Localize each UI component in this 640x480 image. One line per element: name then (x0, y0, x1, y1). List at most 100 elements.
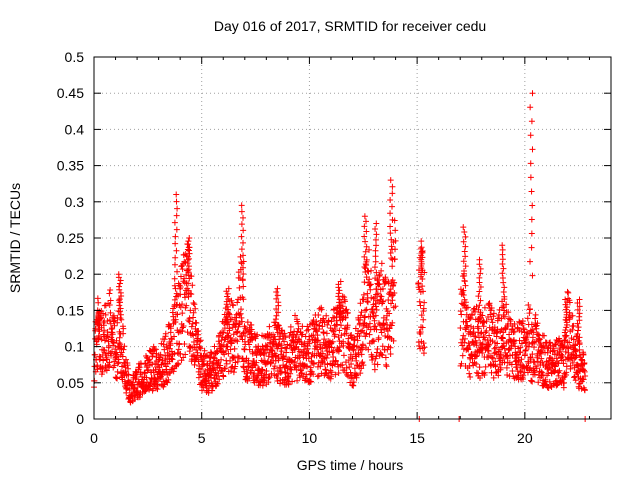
data-point (515, 357, 522, 364)
data-point (528, 188, 535, 195)
data-point (337, 362, 344, 369)
data-point (314, 332, 321, 339)
data-point (108, 326, 115, 333)
data-point (280, 353, 287, 360)
data-point (332, 371, 339, 378)
data-point (171, 296, 178, 303)
data-point (360, 362, 367, 369)
data-point (152, 346, 159, 353)
data-point (492, 344, 499, 351)
data-point (173, 226, 180, 233)
data-point (534, 358, 541, 365)
data-point (417, 245, 424, 252)
data-point (167, 325, 174, 332)
data-point (143, 374, 150, 381)
data-point (190, 314, 197, 321)
data-point (389, 319, 396, 326)
data-point (177, 283, 184, 290)
data-point (389, 263, 396, 270)
data-point (572, 348, 579, 355)
data-point (304, 363, 311, 370)
data-point (529, 378, 536, 385)
data-point (308, 353, 315, 360)
data-point (238, 233, 245, 240)
data-point (461, 339, 468, 346)
data-point (329, 327, 336, 334)
data-point (315, 337, 322, 344)
data-point (374, 345, 381, 352)
data-point (226, 327, 233, 334)
data-point (520, 372, 527, 379)
y-tick-label: 0.35 (57, 158, 84, 174)
data-point (181, 258, 188, 265)
data-point (190, 332, 197, 339)
data-point (389, 277, 396, 284)
data-point (370, 309, 377, 316)
data-point (336, 327, 343, 334)
data-point (146, 356, 153, 363)
data-point (236, 311, 243, 318)
data-point (254, 331, 261, 338)
data-point (576, 334, 583, 341)
data-point (310, 371, 317, 378)
data-point (238, 318, 245, 325)
data-point (416, 286, 423, 293)
data-point (106, 301, 113, 308)
data-point (201, 347, 208, 354)
data-point (221, 351, 228, 358)
data-point (546, 339, 553, 346)
data-point (357, 312, 364, 319)
data-point (261, 350, 268, 357)
data-point (181, 341, 188, 348)
data-point (511, 320, 518, 327)
data-point (284, 365, 291, 372)
data-point (570, 336, 577, 343)
data-point (203, 353, 210, 360)
data-point (236, 354, 243, 361)
data-point (189, 282, 196, 289)
data-point (116, 334, 123, 341)
data-point (248, 326, 255, 333)
data-point (350, 347, 357, 354)
data-point (167, 340, 174, 347)
data-point (348, 360, 355, 367)
data-point (210, 364, 217, 371)
data-point (490, 313, 497, 320)
data-point (561, 337, 568, 344)
data-point (270, 365, 277, 372)
data-point (465, 346, 472, 353)
data-point (104, 318, 111, 325)
data-point (528, 321, 535, 328)
data-point (91, 351, 98, 358)
data-point (364, 298, 371, 305)
data-point (364, 299, 371, 306)
data-point (522, 346, 529, 353)
data-point (101, 327, 108, 334)
data-point (160, 341, 167, 348)
data-point (222, 365, 229, 372)
data-point (368, 267, 375, 274)
data-point (173, 191, 180, 198)
data-point (171, 261, 178, 268)
data-point (114, 360, 121, 367)
data-point (161, 346, 168, 353)
data-point (523, 364, 530, 371)
data-point (361, 223, 368, 230)
data-point (91, 363, 98, 370)
data-point (467, 314, 474, 321)
data-point (385, 280, 392, 287)
data-point (182, 351, 189, 358)
data-point (232, 337, 239, 344)
data-point (360, 322, 367, 329)
data-point (274, 329, 281, 336)
data-point (281, 338, 288, 345)
data-point (338, 332, 345, 339)
data-point (463, 304, 470, 311)
data-point (476, 288, 483, 295)
data-point (230, 302, 237, 309)
data-point (574, 330, 581, 337)
data-point (174, 268, 181, 275)
data-point (335, 290, 342, 297)
data-point (573, 352, 580, 359)
data-point (374, 280, 381, 287)
